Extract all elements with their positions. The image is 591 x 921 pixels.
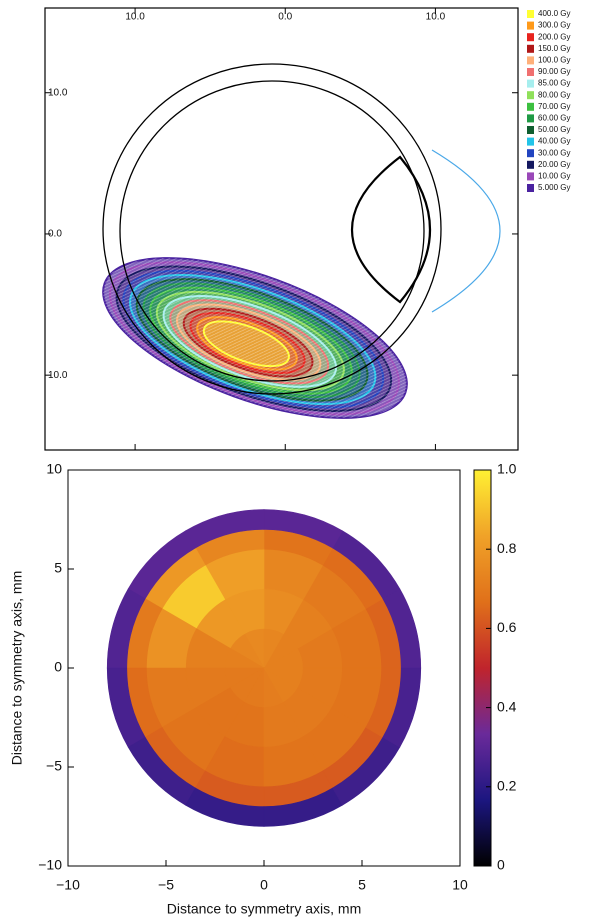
legend-label: 70.00 Gy [538,102,570,111]
legend-label: 200.0 Gy [538,32,570,41]
x-tick-label: −10 [56,877,80,893]
legend-swatch [527,10,534,18]
legend-swatch [527,126,534,134]
x-tick-label: −5 [158,877,174,893]
colorbar-tick-label: 0.2 [497,778,517,794]
legend-swatch [527,103,534,111]
legend-swatch [527,22,534,30]
legend-swatch [527,56,534,64]
figure: Distance to symmetry axis, mm Distance t… [0,0,591,921]
legend-label: 20.00 Gy [538,160,570,169]
x-axis-label: Distance to symmetry axis, mm [167,901,361,917]
legend-label: 400.0 Gy [538,9,570,18]
colorbar-tick-label: 0.4 [497,698,517,714]
legend-swatch [527,68,534,76]
x-tick-label: 0 [260,877,268,893]
colorbar-tick-label: 0.8 [497,540,517,556]
colorbar-tick-label: 0 [497,857,505,873]
y-tick-label: −5 [46,758,62,774]
page: {"chart_data": [ {"type": "contour", "xl… [0,0,591,921]
y-tick-label: 10 [46,461,62,477]
legend-label: 10.00 Gy [538,172,570,181]
legend-swatch [527,33,534,41]
legend-swatch [527,114,534,122]
y-tick-label: 5 [54,560,62,576]
legend-label: 100.0 Gy [538,56,570,65]
y-tick-label: −10 [38,857,62,873]
legend-label: 30.00 Gy [538,148,570,157]
colorbar [474,470,491,866]
legend-label: 300.0 Gy [538,21,570,30]
y-axis-label: Distance to symmetry axis, mm [9,571,25,765]
legend-swatch [527,149,534,157]
legend-swatch [527,184,534,192]
legend-swatch [527,161,534,169]
legend-swatch [527,45,534,53]
legend-label: 60.00 Gy [538,114,570,123]
x-tick-label: 10 [452,877,468,893]
legend-swatch [527,91,534,99]
heatmap-cells [107,510,421,827]
legend-swatch [527,138,534,146]
legend-label: 150.0 Gy [538,44,570,53]
colorbar-tick-label: 0.6 [497,619,517,635]
legend-swatch [527,80,534,88]
legend-swatch [527,172,534,180]
legend-label: 5.000 Gy [538,183,570,192]
legend-label: 50.00 Gy [538,125,570,134]
legend-label: 80.00 Gy [538,90,570,99]
legend-label: 90.00 Gy [538,67,570,76]
colorbar-tick-label: 1.0 [497,461,517,477]
legend-label: 40.00 Gy [538,137,570,146]
legend-label: 85.00 Gy [538,79,570,88]
x-tick-label: 5 [358,877,366,893]
y-tick-label: 0 [54,659,62,675]
